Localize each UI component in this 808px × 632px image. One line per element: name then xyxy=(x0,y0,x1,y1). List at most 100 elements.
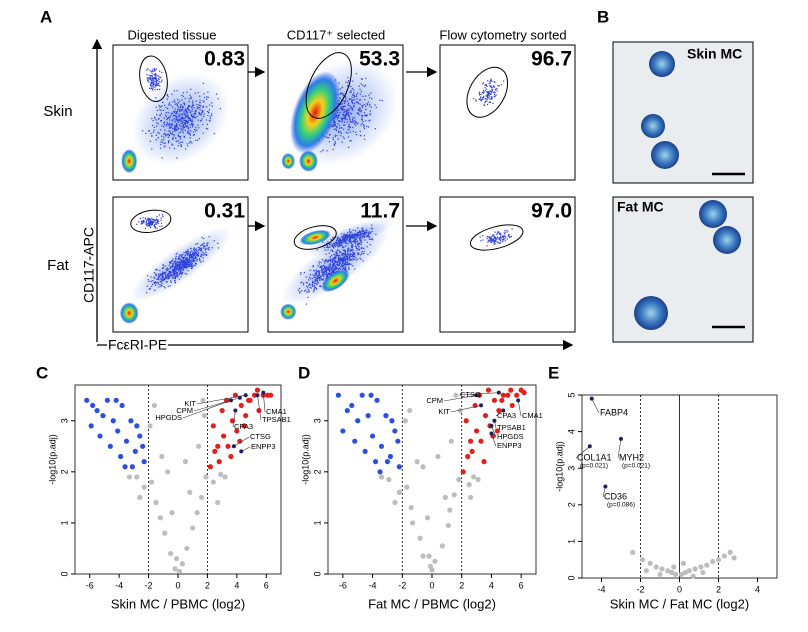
event-dot xyxy=(167,274,169,276)
event-dot xyxy=(346,111,348,113)
event-dot xyxy=(492,92,495,94)
event-dot xyxy=(176,275,178,277)
event-dot xyxy=(171,126,173,128)
event-dot xyxy=(182,106,184,108)
event-dot xyxy=(361,119,363,121)
event-dot xyxy=(305,303,308,305)
event-dot xyxy=(193,107,195,109)
event-dot xyxy=(333,128,335,130)
event-dot xyxy=(334,142,336,144)
event-dot xyxy=(197,124,199,126)
event-dot xyxy=(316,281,319,283)
event-dot xyxy=(353,252,355,254)
event-dot xyxy=(345,235,348,237)
event-dot xyxy=(179,256,181,258)
event-dot xyxy=(148,129,150,132)
event-dot xyxy=(155,219,157,222)
event-dot xyxy=(149,225,151,227)
event-dot xyxy=(345,239,347,241)
event-dot xyxy=(357,112,360,114)
gene-point xyxy=(463,418,469,424)
event-dot xyxy=(156,80,158,82)
event-dot xyxy=(345,236,347,238)
event-dot xyxy=(339,245,341,247)
event-dot xyxy=(358,246,360,248)
event-dot xyxy=(325,274,327,276)
event-dot xyxy=(359,103,361,105)
event-dot xyxy=(318,270,320,272)
gene-point xyxy=(113,397,119,403)
event-dot xyxy=(163,142,165,145)
event-dot xyxy=(176,124,178,126)
event-dot xyxy=(198,111,200,113)
event-dot xyxy=(492,235,494,237)
event-dot xyxy=(483,104,486,106)
event-dot xyxy=(344,249,346,252)
gene-point xyxy=(710,558,716,565)
event-dot xyxy=(182,107,184,109)
event-dot xyxy=(201,254,203,256)
event-dot xyxy=(370,231,372,234)
event-dot xyxy=(184,114,187,116)
gene-point xyxy=(153,499,159,506)
event-dot xyxy=(330,268,332,270)
event-dot xyxy=(340,88,342,90)
event-dot xyxy=(201,111,203,114)
event-dot xyxy=(190,130,192,132)
event-dot xyxy=(196,106,198,108)
event-dot xyxy=(194,112,197,114)
event-dot xyxy=(347,255,349,258)
event-dot xyxy=(355,121,357,124)
event-dot xyxy=(333,242,335,245)
gene-point xyxy=(84,397,90,403)
event-dot xyxy=(180,267,182,269)
event-dot xyxy=(158,273,160,275)
density-core xyxy=(281,153,295,170)
event-dot xyxy=(151,81,153,84)
event-dot xyxy=(321,270,323,272)
event-dot xyxy=(164,274,167,276)
gene-point xyxy=(128,418,134,424)
event-dot xyxy=(339,240,341,242)
gene-point xyxy=(659,566,665,572)
event-dot xyxy=(351,234,353,236)
event-dot xyxy=(184,148,187,150)
event-dot xyxy=(204,246,206,248)
event-dot xyxy=(325,258,327,261)
event-dot xyxy=(147,79,149,81)
event-dot xyxy=(348,233,350,236)
gene-point xyxy=(234,428,240,434)
event-dot xyxy=(163,123,166,126)
event-dot xyxy=(147,80,149,82)
event-dot xyxy=(181,264,183,267)
event-dot xyxy=(150,280,152,282)
event-dot xyxy=(156,219,159,221)
event-dot xyxy=(353,89,355,91)
event-dot xyxy=(190,257,192,259)
event-dot xyxy=(174,128,176,130)
event-dot xyxy=(174,270,176,272)
event-dot xyxy=(163,272,165,274)
event-dot xyxy=(335,129,338,132)
labeled-gene-point xyxy=(587,444,592,449)
event-dot xyxy=(334,260,336,262)
event-dot xyxy=(489,90,491,92)
event-dot xyxy=(181,255,183,257)
event-dot xyxy=(154,84,156,86)
event-dot xyxy=(164,114,167,116)
event-dot xyxy=(189,94,191,96)
event-dot xyxy=(156,220,159,222)
gene-label: CTSG xyxy=(250,432,271,441)
leader-line xyxy=(263,392,266,413)
event-dot xyxy=(495,88,497,90)
event-dot xyxy=(326,266,328,268)
event-dot xyxy=(154,281,156,283)
event-dot xyxy=(171,277,174,279)
event-dot xyxy=(191,102,194,104)
event-dot xyxy=(202,257,204,259)
event-dot xyxy=(178,261,180,263)
event-dot xyxy=(337,264,339,266)
event-dot xyxy=(340,257,342,260)
event-dot xyxy=(338,131,340,133)
gene-point xyxy=(410,520,416,526)
